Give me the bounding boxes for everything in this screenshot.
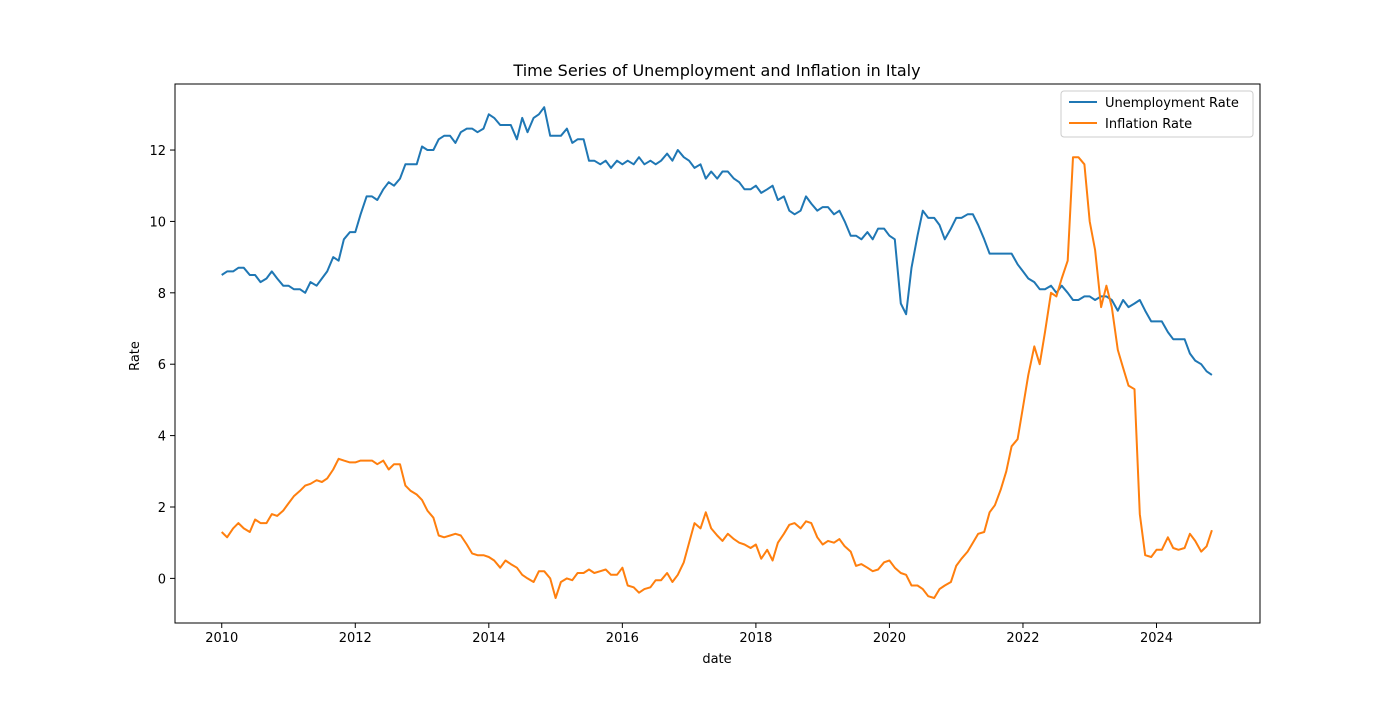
y-tick-label: 2 [158,501,166,516]
y-tick-label: 12 [149,144,166,159]
x-axis-label: date [702,652,731,667]
chart-title: Time Series of Unemployment and Inflatio… [512,61,920,80]
x-tick-label: 2022 [1006,631,1039,646]
legend-label-inflation: Inflation Rate [1105,117,1192,132]
series-line-unemployment [221,106,1213,376]
ticks-layer: 2010 2012 2014 2016 2018 2020 2022 2024 0 2 4 6 8 10 1… [149,144,1173,646]
series-layer [220,106,1213,599]
y-tick-label: 4 [158,430,166,445]
x-tick-label: 2016 [606,631,639,646]
y-tick-label: 6 [158,358,166,373]
series-line-inflation [220,156,1213,599]
y-tick-label: 8 [158,287,166,302]
x-tick-label: 2010 [205,631,238,646]
x-tick-label: 2020 [873,631,906,646]
x-tick-label: 2014 [472,631,505,646]
legend-label-unemployment: Unemployment Rate [1105,96,1239,111]
y-tick-label: 0 [158,572,166,587]
y-axis-label: Rate [128,341,143,371]
legend-box [1060,90,1254,138]
x-tick-label: 2024 [1140,631,1173,646]
y-tick-label: 10 [149,215,166,230]
plot-frame [174,83,1261,624]
legend: Unemployment Rate Inflation Rate [1060,90,1254,138]
x-tick-label: 2018 [739,631,772,646]
x-tick-label: 2012 [339,631,372,646]
